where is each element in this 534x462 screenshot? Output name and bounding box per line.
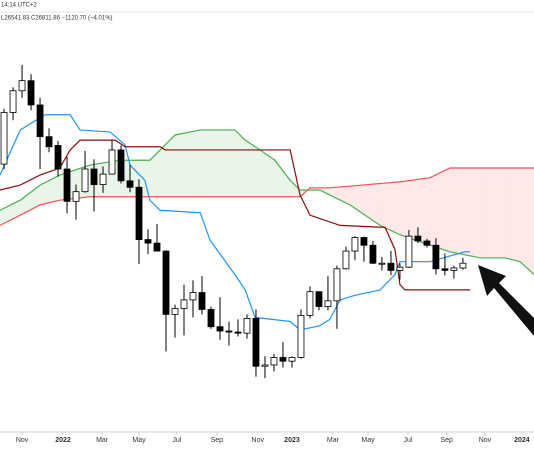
header-time: 14:14 UTC+2 [1,3,38,9]
cloud-fill [274,160,291,197]
x-tick-label: Sep [440,437,453,444]
cloud [0,129,534,275]
candle-body [180,299,188,309]
candle-body [45,136,53,148]
cloud-span-line [0,129,534,275]
x-tick-label: Nov [16,437,29,444]
cloud-fill [504,168,521,262]
candle-body [459,262,467,269]
cloud-fill [480,168,505,258]
candle-body [117,149,125,182]
candle-body [81,168,89,193]
candle-body [306,291,314,316]
cloud-fill [380,181,400,235]
cloud-fill [399,177,431,246]
candle-body [234,331,242,334]
indicator-line [0,114,471,331]
cloud-fill [290,180,301,197]
x-tick-label: May [361,437,375,444]
cloud-fill [200,129,235,197]
candle-body [162,250,170,315]
x-tick-label: Sep [211,437,224,444]
cloud-fill [260,149,275,197]
candle-body [108,149,116,175]
cloud-fill [449,168,481,258]
candle-body [153,242,161,252]
candle-body [351,237,359,252]
cloud-fill [329,186,351,205]
candle-body [36,104,44,138]
cloud-fill [234,129,246,197]
candle-body [63,168,71,202]
candle-body [423,240,431,246]
candle-body [450,267,458,271]
candle-body [288,357,296,362]
annotation-arrow [478,265,534,336]
candle-body [216,326,224,332]
candle-body [360,237,368,246]
header-quote: L26541.83 C26811.86 −1120.70 (−4.01%) [1,16,113,22]
candle-body [396,266,404,271]
cloud-span-line [0,167,534,226]
candle-body [144,239,152,244]
candle-body [9,90,17,113]
candle-body [270,357,278,366]
x-tick-label: Jul [172,437,181,444]
x-tick-label: Nov [252,437,265,444]
candle-body [315,291,323,307]
candle-body [0,112,8,165]
candle-body [378,262,386,265]
x-axis: Nov 2022 Mar May Jul Sep Nov 2023 Mar May Jul Sep No… [16,432,530,444]
cloud-fill [245,140,261,197]
candle-body [252,318,260,367]
cloud-fill [160,134,176,197]
candle-body [99,173,107,185]
cloud-fill [149,149,161,197]
candle-body [369,244,377,264]
candle-body [198,292,206,310]
candle-body [90,168,98,185]
cloud-fill [40,175,60,205]
x-tick-label: Nov [479,437,492,444]
cloud-fill [430,168,450,252]
candle-body [72,191,80,202]
candle-body [297,314,305,358]
cloud-fill [120,160,150,197]
candle-body [243,318,251,334]
candle-body [261,364,269,367]
x-tick-label: Mar [96,437,109,444]
x-tick-label: 2023 [284,437,300,444]
cloud-fill [175,129,201,197]
candle-body [405,235,413,268]
candle-body [18,80,26,92]
x-tick-label: Jul [404,437,413,444]
candle-body [342,250,350,270]
candle-body [441,268,449,271]
cloud-fill [350,183,381,226]
candle-body [171,308,179,315]
candle-body [387,262,395,271]
cloud-fill [520,168,534,275]
cloud-fill [0,200,21,226]
candles [0,64,467,379]
candle-body [279,357,287,362]
candle-body [135,186,143,240]
candle-body [432,244,440,270]
candle-body [324,300,332,307]
candle-body [126,180,134,188]
x-tick-label: 2024 [514,437,530,444]
x-tick-label: 2022 [55,437,71,444]
x-tick-label: Mar [327,437,340,444]
candle-body [207,309,215,328]
candle-body [27,80,35,106]
candle-body [225,330,233,333]
candle-body [189,292,197,301]
candle-body [414,235,422,242]
candle-body [333,268,341,302]
x-tick-label: May [132,437,146,444]
candle-body [54,145,62,170]
cloud-fill [20,185,41,216]
